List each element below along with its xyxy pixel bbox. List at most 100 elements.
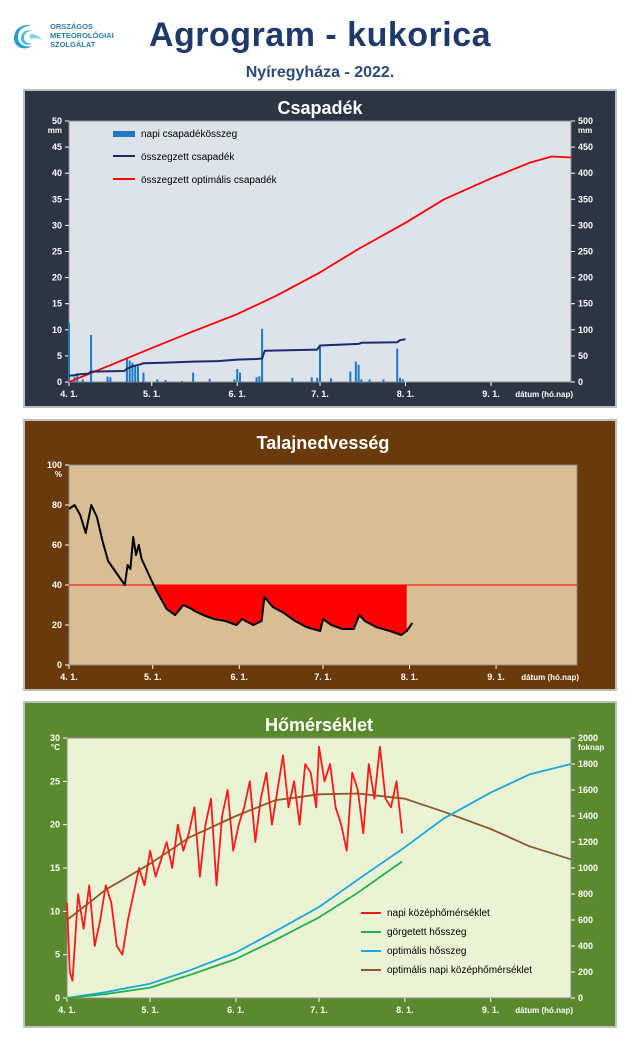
y-tick-label: 25 xyxy=(52,247,62,257)
y2-tick-label: 200 xyxy=(578,967,593,977)
page-title: Agrogram - kukorica xyxy=(148,16,492,54)
precipitation-chart: Csapadék 4. 1. 5. 1. 6. 1. 7. 1. 8. 1. 9. 1. dá… xyxy=(48,98,593,399)
precip-bar xyxy=(156,379,159,382)
omsz-logo: ORSZÁGOS METEOROLÓGIAI SZOLGÁLAT xyxy=(10,20,120,60)
legend-daily-mean-temp: napi középhőmérséklet xyxy=(387,908,490,919)
logo-line-2: METEOROLÓGIAI xyxy=(50,31,114,40)
precip-bar xyxy=(396,348,399,382)
y-tick-label: 0 xyxy=(57,660,62,670)
y2-tick-label: 350 xyxy=(578,194,593,204)
legend-optimal-heat-sum: optimális hősszeg xyxy=(387,946,466,957)
chart-title: Talajnedvesség xyxy=(257,433,390,453)
x-tick-label: 9. 1. xyxy=(482,389,500,399)
precip-bar xyxy=(401,379,404,382)
daily-mean-temp-line xyxy=(66,745,403,982)
x-tick-label: 8. 1. xyxy=(396,1005,414,1015)
legend-optimal-daily-temp: optimális napi középhőmérséklet xyxy=(387,965,532,976)
y-tick-label: 5 xyxy=(57,351,62,361)
y-tick-label: 15 xyxy=(50,863,60,873)
x-axis-label: dátum (hó.nap) xyxy=(515,1006,573,1015)
x-tick-label: 9. 1. xyxy=(487,672,505,682)
x-tick-label: 7. 1. xyxy=(310,1005,328,1015)
y-tick-label: 10 xyxy=(50,906,60,916)
precip-bar xyxy=(134,365,137,382)
y2-tick-label: 1000 xyxy=(578,863,598,873)
y2-tick-label: 400 xyxy=(578,941,593,951)
y2-tick-label: 0 xyxy=(578,993,583,1003)
chart-title: Hőmérséklet xyxy=(265,715,373,735)
precip-bar xyxy=(125,358,128,382)
y2-tick-label: 2000 xyxy=(578,733,598,743)
soil-moisture-panel: Talajnedvesség 4. 1. 5. 1. 6. 1. 7. 1. 8. 1. 9… xyxy=(23,419,617,691)
y-tick-label: 40 xyxy=(52,168,62,178)
chart-title: Csapadék xyxy=(277,98,363,118)
precip-bar xyxy=(258,376,261,382)
y2-tick-label: 600 xyxy=(578,915,593,925)
legend-rolling-heat-sum: görgetett hősszeg xyxy=(387,927,467,938)
y-unit-label: % xyxy=(55,470,62,479)
y2-tick-label: 1400 xyxy=(578,811,598,821)
precip-bar xyxy=(90,335,93,382)
y2-tick-label: 250 xyxy=(578,247,593,257)
y-tick-label: 0 xyxy=(55,993,60,1003)
y2-unit-label: foknap xyxy=(578,743,604,752)
x-axis-label: dátum (hó.nap) xyxy=(515,390,573,399)
y2-tick-label: 150 xyxy=(578,299,593,309)
precip-bar xyxy=(236,368,239,382)
temperature-chart: Hőmérséklet 4. 1. 5. 1. 6. 1. 7. 1. 8. 1. 9. 1… xyxy=(50,715,604,1015)
precip-bar xyxy=(357,364,360,382)
rolling-heat-sum-line xyxy=(66,860,403,999)
x-tick-label: 6. 1. xyxy=(231,672,249,682)
y2-tick-label: 1600 xyxy=(578,785,598,795)
y-tick-label: 30 xyxy=(50,733,60,743)
y-tick-label: 25 xyxy=(50,776,60,786)
x-tick-label: 5. 1. xyxy=(143,389,161,399)
y-tick-label: 5 xyxy=(55,950,60,960)
y-tick-label: 30 xyxy=(52,220,62,230)
precip-bar xyxy=(106,376,109,382)
precip-bar xyxy=(360,379,363,382)
precip-bar xyxy=(316,377,319,382)
precip-bar xyxy=(349,371,352,382)
page-subtitle: Nyíregyháza - 2022. xyxy=(245,64,395,81)
precip-bar xyxy=(81,379,84,382)
precip-bar xyxy=(192,372,195,382)
precip-bar xyxy=(319,346,321,382)
plot-area xyxy=(66,737,572,999)
optimal-heat-sum-line xyxy=(66,763,572,999)
precip-bar xyxy=(142,372,145,382)
y-tick-label: 0 xyxy=(57,377,62,387)
y-unit-label: °C xyxy=(51,743,60,752)
y2-tick-label: 500 xyxy=(578,116,593,126)
precip-bar xyxy=(233,379,236,382)
precip-bar xyxy=(68,323,70,382)
x-tick-label: 7. 1. xyxy=(314,672,332,682)
precip-bar xyxy=(261,328,264,382)
precip-bar xyxy=(208,378,211,382)
precip-bar xyxy=(354,361,357,382)
y-tick-label: 60 xyxy=(52,540,62,550)
cumulative-precip-line xyxy=(68,338,406,377)
y2-tick-label: 450 xyxy=(578,142,593,152)
y-tick-label: 20 xyxy=(52,620,62,630)
y-tick-label: 35 xyxy=(52,194,62,204)
x-tick-label: 4. 1. xyxy=(60,389,78,399)
omsz-logo-icon xyxy=(14,25,42,49)
precip-bar xyxy=(136,366,139,382)
y-tick-label: 15 xyxy=(52,299,62,309)
x-tick-label: 7. 1. xyxy=(311,389,329,399)
x-tick-label: 8. 1. xyxy=(397,389,415,399)
precip-bar xyxy=(76,373,79,382)
y2-tick-label: 50 xyxy=(578,351,588,361)
y2-tick-label: 300 xyxy=(578,220,593,230)
x-tick-label: 6. 1. xyxy=(228,389,246,399)
x-tick-label: 4. 1. xyxy=(58,1005,76,1015)
y2-tick-label: 200 xyxy=(578,273,593,283)
y-tick-label: 45 xyxy=(52,142,62,152)
y2-tick-label: 800 xyxy=(578,889,593,899)
x-tick-label: 5. 1. xyxy=(144,672,162,682)
y2-tick-label: 100 xyxy=(578,325,593,335)
x-tick-label: 8. 1. xyxy=(401,672,419,682)
y-tick-label: 20 xyxy=(52,273,62,283)
legend-swatch-daily-precip xyxy=(113,131,135,137)
